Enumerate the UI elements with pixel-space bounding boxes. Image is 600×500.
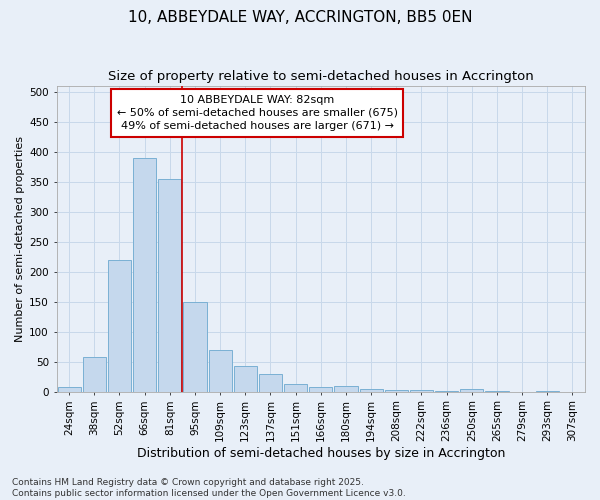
Bar [284,384,307,392]
Bar [536,391,559,392]
Bar [334,386,358,392]
Bar [259,374,282,392]
Bar [184,302,206,392]
Bar [309,387,332,392]
Bar [158,178,181,392]
Text: 10 ABBEYDALE WAY: 82sqm
← 50% of semi-detached houses are smaller (675)
49% of s: 10 ABBEYDALE WAY: 82sqm ← 50% of semi-de… [117,94,398,131]
Bar [460,388,484,392]
X-axis label: Distribution of semi-detached houses by size in Accrington: Distribution of semi-detached houses by … [137,447,505,460]
Y-axis label: Number of semi-detached properties: Number of semi-detached properties [15,136,25,342]
Bar [410,390,433,392]
Bar [83,357,106,392]
Text: Contains HM Land Registry data © Crown copyright and database right 2025.
Contai: Contains HM Land Registry data © Crown c… [12,478,406,498]
Bar [234,366,257,392]
Bar [209,350,232,392]
Bar [133,158,156,392]
Bar [385,390,408,392]
Bar [435,391,458,392]
Text: 10, ABBEYDALE WAY, ACCRINGTON, BB5 0EN: 10, ABBEYDALE WAY, ACCRINGTON, BB5 0EN [128,10,472,25]
Bar [485,391,509,392]
Bar [58,387,81,392]
Title: Size of property relative to semi-detached houses in Accrington: Size of property relative to semi-detach… [108,70,533,83]
Bar [359,390,383,392]
Bar [108,260,131,392]
